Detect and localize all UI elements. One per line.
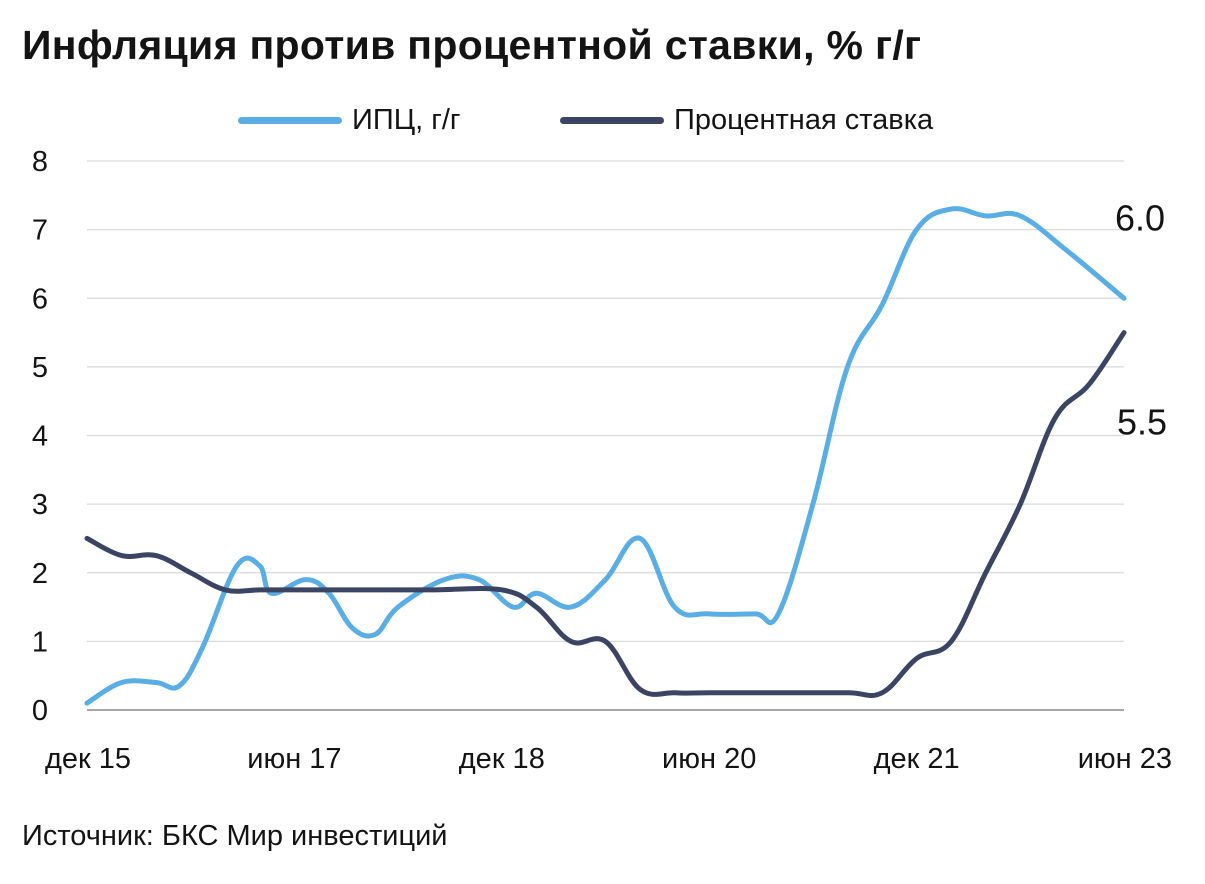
end-labels: 6.0 5.5 bbox=[1115, 197, 1167, 442]
legend-label-cpi: ИПЦ, г/г bbox=[352, 103, 461, 136]
y-tick-label: 4 bbox=[32, 421, 48, 453]
legend-swatch-cpi bbox=[238, 116, 342, 124]
x-tick-label: дек 21 bbox=[874, 743, 960, 775]
chart-legend: ИПЦ, г/г Процентная ставка bbox=[0, 98, 1205, 142]
legend-item-cpi: ИПЦ, г/г bbox=[238, 98, 460, 142]
legend-swatch-rate bbox=[560, 116, 664, 124]
series-lines bbox=[84, 206, 1127, 706]
x-tick-label: дек 15 bbox=[45, 743, 131, 775]
y-tick-label: 6 bbox=[32, 283, 48, 315]
legend-label-rate: Процентная ставка bbox=[674, 103, 934, 136]
legend-item-rate: Процентная ставка bbox=[560, 98, 933, 142]
chart-title: Инфляция против процентной ставки, % г/г bbox=[22, 22, 922, 68]
y-tick-label: 0 bbox=[32, 695, 48, 727]
x-tick-label: июн 23 bbox=[1078, 743, 1172, 775]
x-tick-label: июн 20 bbox=[662, 743, 756, 775]
y-tick-label: 8 bbox=[32, 146, 48, 178]
x-axis-ticks: дек 15 июн 17 дек 18 июн 20 дек 21 июн 23 bbox=[45, 743, 1172, 775]
y-tick-label: 3 bbox=[32, 489, 48, 521]
source-note: Источник: БКС Мир инвестиций bbox=[22, 820, 448, 852]
rate-line bbox=[84, 330, 1127, 699]
gridlines bbox=[87, 160, 1124, 711]
y-tick-label: 2 bbox=[32, 558, 48, 590]
rate-end-label: 5.5 bbox=[1117, 402, 1167, 443]
y-tick-label: 5 bbox=[32, 352, 48, 384]
x-tick-label: дек 18 bbox=[459, 743, 545, 775]
y-tick-label: 7 bbox=[32, 215, 48, 247]
cpi-end-label: 6.0 bbox=[1115, 197, 1165, 238]
y-axis-ticks: 0 1 2 3 4 5 6 7 8 bbox=[32, 146, 48, 727]
y-tick-label: 1 bbox=[32, 626, 48, 658]
cpi-line bbox=[84, 206, 1127, 706]
x-tick-label: июн 17 bbox=[247, 743, 341, 775]
line-chart: 0 1 2 3 4 5 6 7 8 дек 15 июн 17 дек 18 июн 20 дек 21… bbox=[32, 146, 1172, 775]
